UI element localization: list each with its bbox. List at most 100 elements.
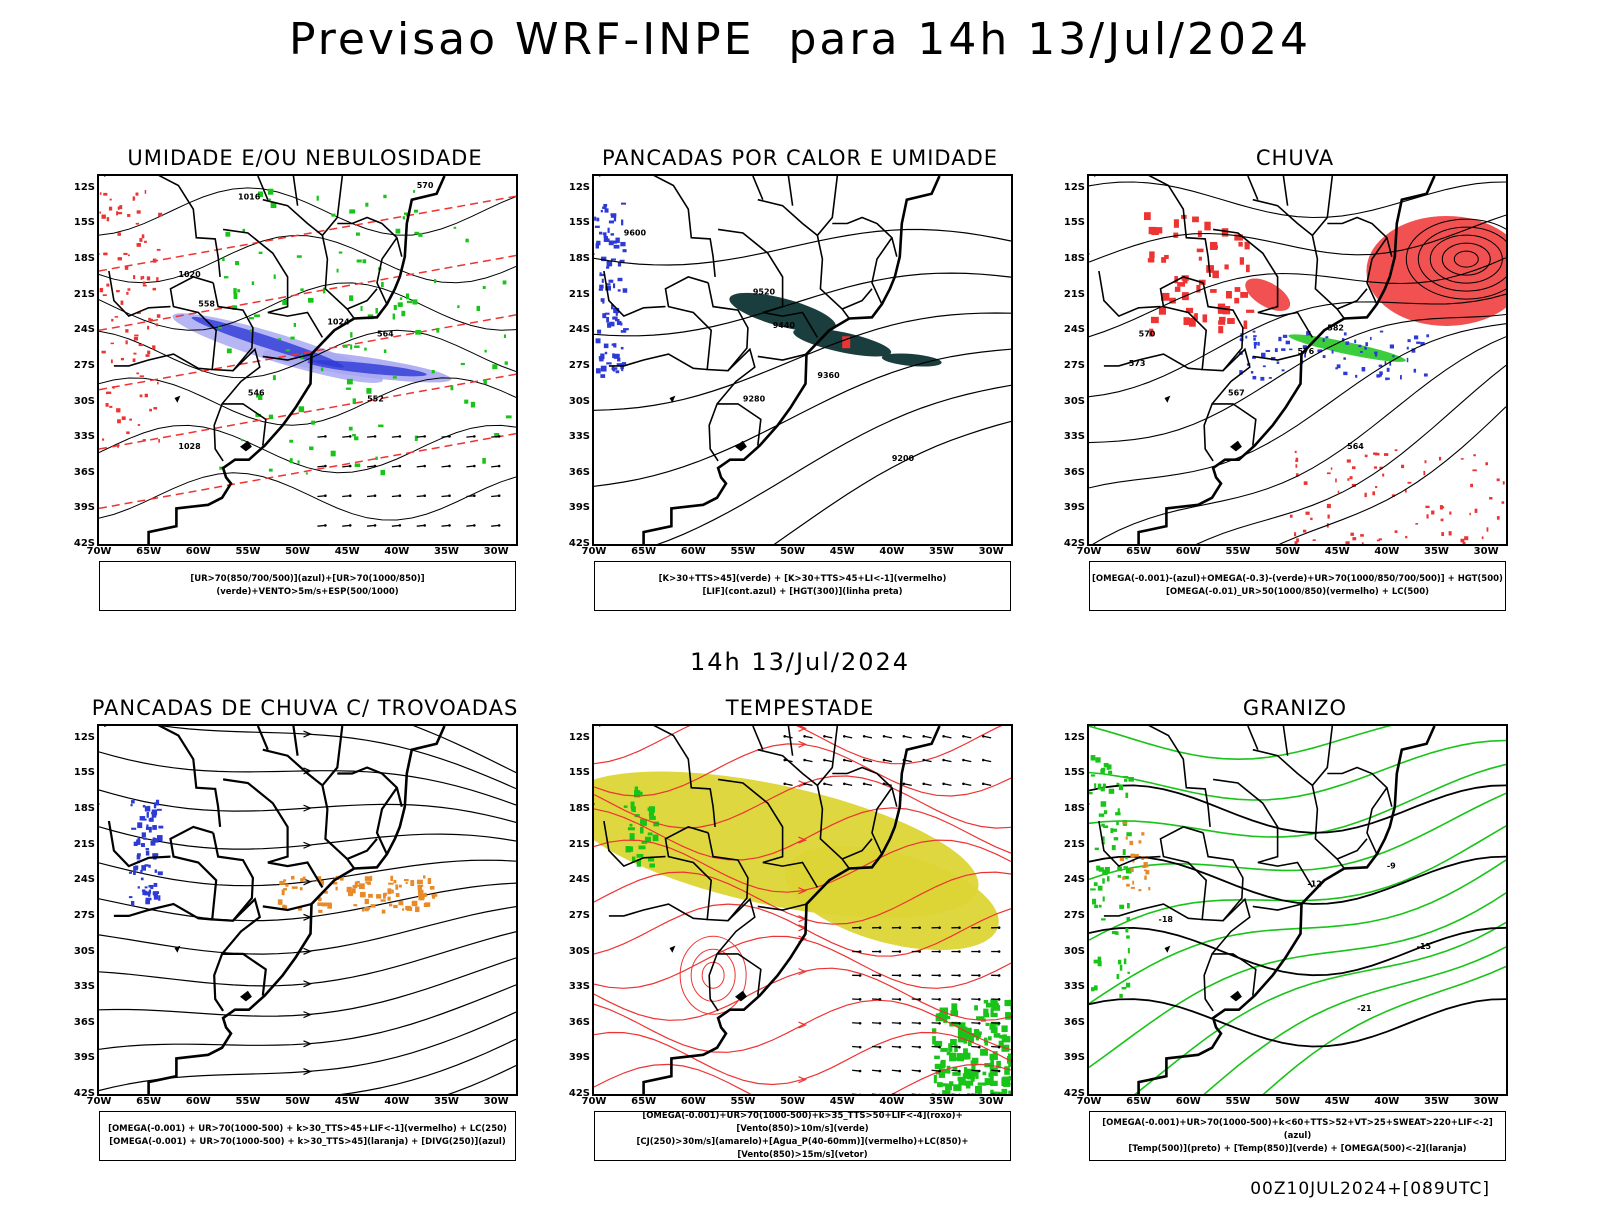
speckle [1380, 331, 1383, 333]
contour-line [99, 425, 516, 472]
lake [735, 991, 747, 1002]
speckle [1375, 486, 1377, 488]
speckle [133, 353, 136, 355]
vector-head [859, 974, 862, 977]
contour-line [1089, 922, 1506, 1094]
vector-head [998, 1046, 1001, 1049]
speckle [286, 349, 290, 351]
lon-tick-label: 70W [574, 1096, 614, 1107]
lat-tick-label: 18S [565, 803, 590, 814]
lat-tick-label: 30S [1060, 396, 1085, 407]
speckle [1325, 336, 1328, 338]
speckle [621, 220, 623, 226]
speckle [1091, 987, 1095, 991]
contour-line [1089, 826, 1506, 940]
speckle [616, 370, 620, 373]
border-line [377, 788, 397, 855]
speckle [274, 274, 276, 278]
speckle [457, 305, 459, 308]
speckle [103, 294, 107, 296]
vector-head [859, 1022, 862, 1025]
border-line [337, 218, 402, 257]
speckle [290, 458, 293, 463]
lon-tick-label: 40W [872, 1096, 912, 1107]
speckle [158, 895, 160, 900]
panel-title: UMIDADE E/OU NEBULOSIDADE [70, 146, 540, 170]
speckle [618, 289, 621, 291]
border-line [1248, 726, 1258, 750]
lon-tick-label: 65W [624, 546, 664, 557]
speckle [1407, 358, 1409, 362]
speckle [153, 288, 156, 291]
vector-head [843, 735, 846, 738]
speckle [1144, 876, 1146, 880]
lake [670, 946, 676, 953]
map-frame: -9-12-15-18-21 [1087, 724, 1508, 1096]
contour-label: 546 [248, 389, 265, 398]
speckle [1460, 539, 1464, 543]
panel-title: PANCADAS DE CHUVA C/ TROVOADAS [70, 696, 540, 720]
speckle [157, 249, 161, 251]
speckle [1261, 353, 1265, 357]
contour-line [594, 421, 1011, 544]
speckle [504, 334, 506, 338]
speckle [353, 904, 357, 906]
contour-label: -15 [1417, 942, 1432, 951]
speckle [1124, 779, 1127, 782]
panel-granizo: GRANIZO -9-12-15-18-21 [OMEGA(-0.001)+UR… [1060, 696, 1530, 1206]
speckle [381, 282, 384, 287]
speckle [365, 899, 369, 904]
vector-head [803, 735, 806, 738]
border-line [171, 827, 253, 921]
speckle [1263, 365, 1266, 367]
vector-head [399, 465, 402, 468]
speckle [137, 210, 141, 213]
speckle [1002, 1077, 1010, 1085]
streamline [99, 1039, 516, 1094]
vector-head [982, 735, 985, 738]
lat-tick-label: 12S [70, 732, 95, 743]
speckle [1144, 862, 1148, 866]
speckle [618, 278, 623, 281]
speckle [424, 903, 429, 907]
speckle [621, 330, 626, 333]
border-line [223, 779, 288, 862]
speckle [402, 908, 404, 910]
speckle [606, 362, 611, 364]
speckle [127, 288, 130, 290]
speckle [1254, 344, 1256, 348]
speckle [1118, 875, 1121, 878]
speckle [1113, 829, 1117, 832]
lat-tick-label: 33S [70, 981, 95, 992]
speckle [346, 388, 351, 390]
lon-tick-label: 45W [822, 546, 862, 557]
speckle [393, 905, 397, 908]
contour-label: 552 [367, 395, 384, 404]
speckle [1098, 957, 1102, 962]
speckle [609, 240, 614, 245]
vector-head [498, 435, 501, 438]
lon-tick-label: 40W [1367, 1096, 1407, 1107]
vector-head [863, 759, 866, 762]
speckle [436, 328, 439, 333]
speckle [1343, 357, 1346, 359]
speckle [1275, 348, 1278, 352]
vector-head [324, 494, 327, 497]
speckle [1125, 857, 1127, 859]
vector-head [879, 1046, 882, 1049]
speckle [1352, 537, 1356, 540]
speckle [1289, 349, 1292, 351]
lat-tick-label: 33S [565, 981, 590, 992]
speckle [991, 1026, 998, 1033]
vector-head [349, 494, 352, 497]
vector-head [843, 759, 846, 762]
speckle [363, 259, 367, 263]
speckle [129, 419, 132, 421]
speckle [1126, 983, 1130, 988]
speckle [158, 439, 160, 443]
legend-line: [LIF](cont.azul) + [HGT(300)](linha pret… [595, 586, 1010, 599]
map-canvas [99, 726, 516, 1094]
speckle [139, 238, 142, 242]
speckle [396, 893, 400, 897]
vector-head [918, 1022, 921, 1025]
